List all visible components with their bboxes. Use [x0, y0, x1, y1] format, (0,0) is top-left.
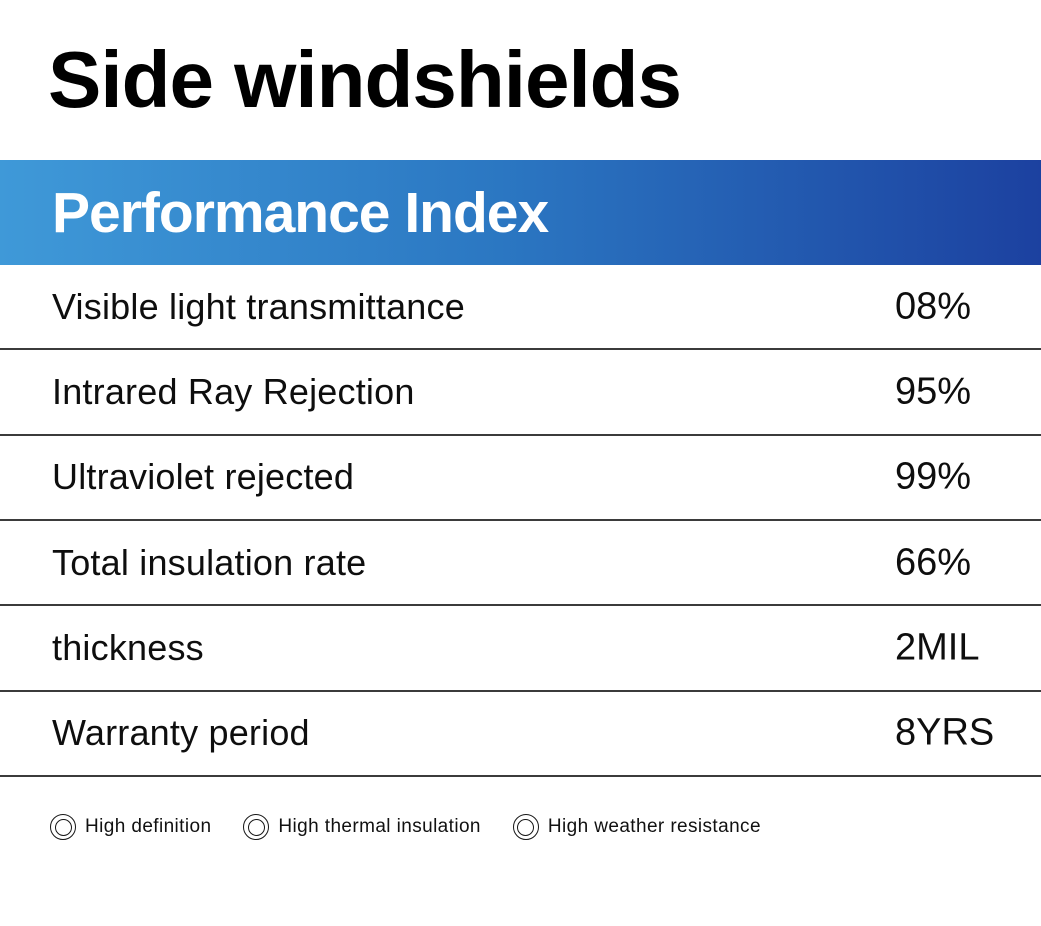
- spec-row-label: Ultraviolet rejected: [52, 456, 355, 498]
- feature-item-high-thermal-insulation: High thermal insulation: [243, 814, 480, 840]
- feature-label: High weather resistance: [547, 816, 761, 837]
- spec-row-value: 8YRS: [895, 711, 995, 754]
- spec-row-value: 66%: [895, 541, 972, 584]
- double-circle-icon: [50, 814, 76, 840]
- spec-row-label: Intrared Ray Rejection: [52, 370, 415, 412]
- spec-row-insulation: Total insulation rate 66%: [0, 520, 1041, 607]
- performance-header-title: Performance Index: [52, 180, 549, 245]
- spec-row-ultraviolet: Ultraviolet rejected 99%: [0, 435, 1041, 521]
- feature-item-high-weather-resistance: High weather resistance: [512, 814, 761, 840]
- spec-row-value: 95%: [895, 370, 972, 413]
- spec-row-label: thickness: [52, 626, 204, 668]
- feature-item-high-definition: High definition: [50, 814, 211, 840]
- double-circle-icon: [243, 814, 270, 840]
- spec-row-visible-light: Visible light transmittance 08%: [0, 265, 1041, 351]
- double-circle-icon: [512, 814, 539, 840]
- spec-row-value: 99%: [895, 455, 972, 498]
- feature-label: High definition: [85, 816, 212, 837]
- spec-row-infrared: Intrared Ray Rejection 95%: [0, 350, 1041, 436]
- feature-label: High thermal insulation: [278, 816, 481, 837]
- spec-row-label: Warranty period: [52, 712, 310, 754]
- spec-row-label: Total insulation rate: [52, 541, 367, 583]
- feature-badges-bar: High definition High thermal insulation …: [50, 814, 761, 840]
- spec-row-value: 2MIL: [895, 626, 980, 669]
- spec-row-value: 08%: [895, 285, 972, 328]
- spec-row-warranty: Warranty period 8YRS: [0, 691, 1041, 777]
- spec-table: Visible light transmittance 08% Intrared…: [0, 265, 1041, 777]
- performance-header: Performance Index: [0, 160, 1041, 265]
- page-title: Side windshields: [48, 35, 682, 124]
- spec-row-label: Visible light transmittance: [52, 285, 465, 327]
- spec-row-thickness: thickness 2MIL: [0, 606, 1041, 692]
